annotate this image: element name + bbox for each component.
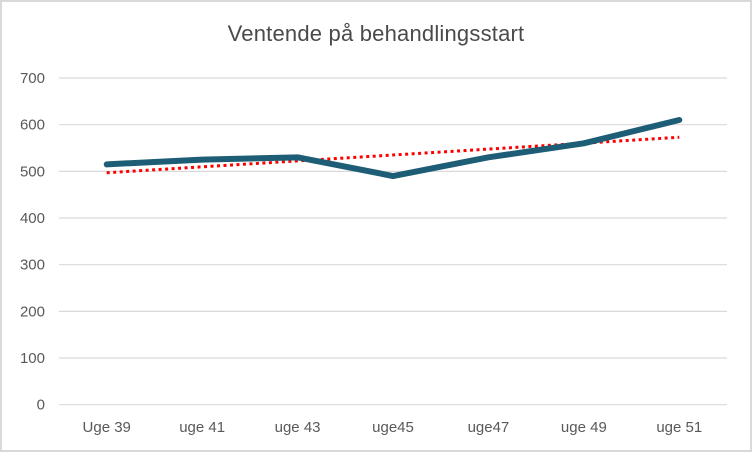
y-axis-tick-label: 400 [20,210,45,227]
y-axis-tick-label: 700 [20,70,45,87]
y-axis-tick-label: 500 [20,163,45,180]
chart-title: Ventende på behandlingsstart [227,21,525,46]
x-axis-tick-label: uge 43 [275,419,321,436]
y-axis-tick-label: 600 [20,117,45,134]
y-axis-tick-label: 200 [20,303,45,320]
y-axis-tick-label: 0 [37,397,45,414]
x-axis-tick-label: uge 41 [179,419,225,436]
x-axis-tick-label: uge 51 [656,419,702,436]
trendline [106,135,680,175]
y-axis-tick-label: 300 [20,257,45,274]
y-axis-tick-label: 100 [20,350,45,367]
x-axis-tick-label: uge 49 [561,419,607,436]
series-line [103,117,683,180]
x-axis-tick-label: Uge 39 [83,419,131,436]
x-axis-tick-label: uge47 [468,419,510,436]
x-axis-tick-label: uge45 [372,419,414,436]
